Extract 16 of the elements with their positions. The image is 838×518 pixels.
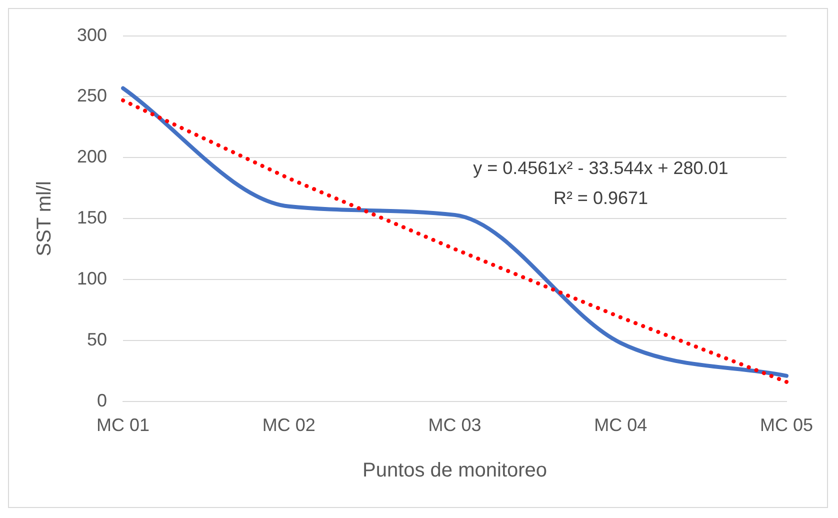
- x-tick-label: MC 02: [262, 415, 316, 436]
- y-tick-label: 0: [97, 390, 108, 410]
- x-tick-label: MC 05: [760, 415, 813, 436]
- x-axis-title: Puntos de monitoreo: [362, 460, 548, 482]
- annotation: R² = 0.9671: [553, 188, 648, 208]
- x-tick-label: MC 04: [594, 415, 648, 436]
- y-tick-label: 200: [76, 146, 108, 167]
- y-tick-label: 300: [76, 24, 108, 45]
- y-axis-title: SST ml/l: [34, 181, 56, 256]
- x-tick-label: MC 03: [428, 415, 482, 436]
- x-tick-label: MC 01: [96, 415, 150, 436]
- y-tick-label: 250: [76, 86, 108, 106]
- y-tick-label: 100: [76, 268, 108, 288]
- y-tick-label: 150: [76, 208, 108, 228]
- annotation: y = 0.4561x² - 33.544x + 280.01: [473, 158, 728, 178]
- y-tick-label: 50: [87, 329, 108, 350]
